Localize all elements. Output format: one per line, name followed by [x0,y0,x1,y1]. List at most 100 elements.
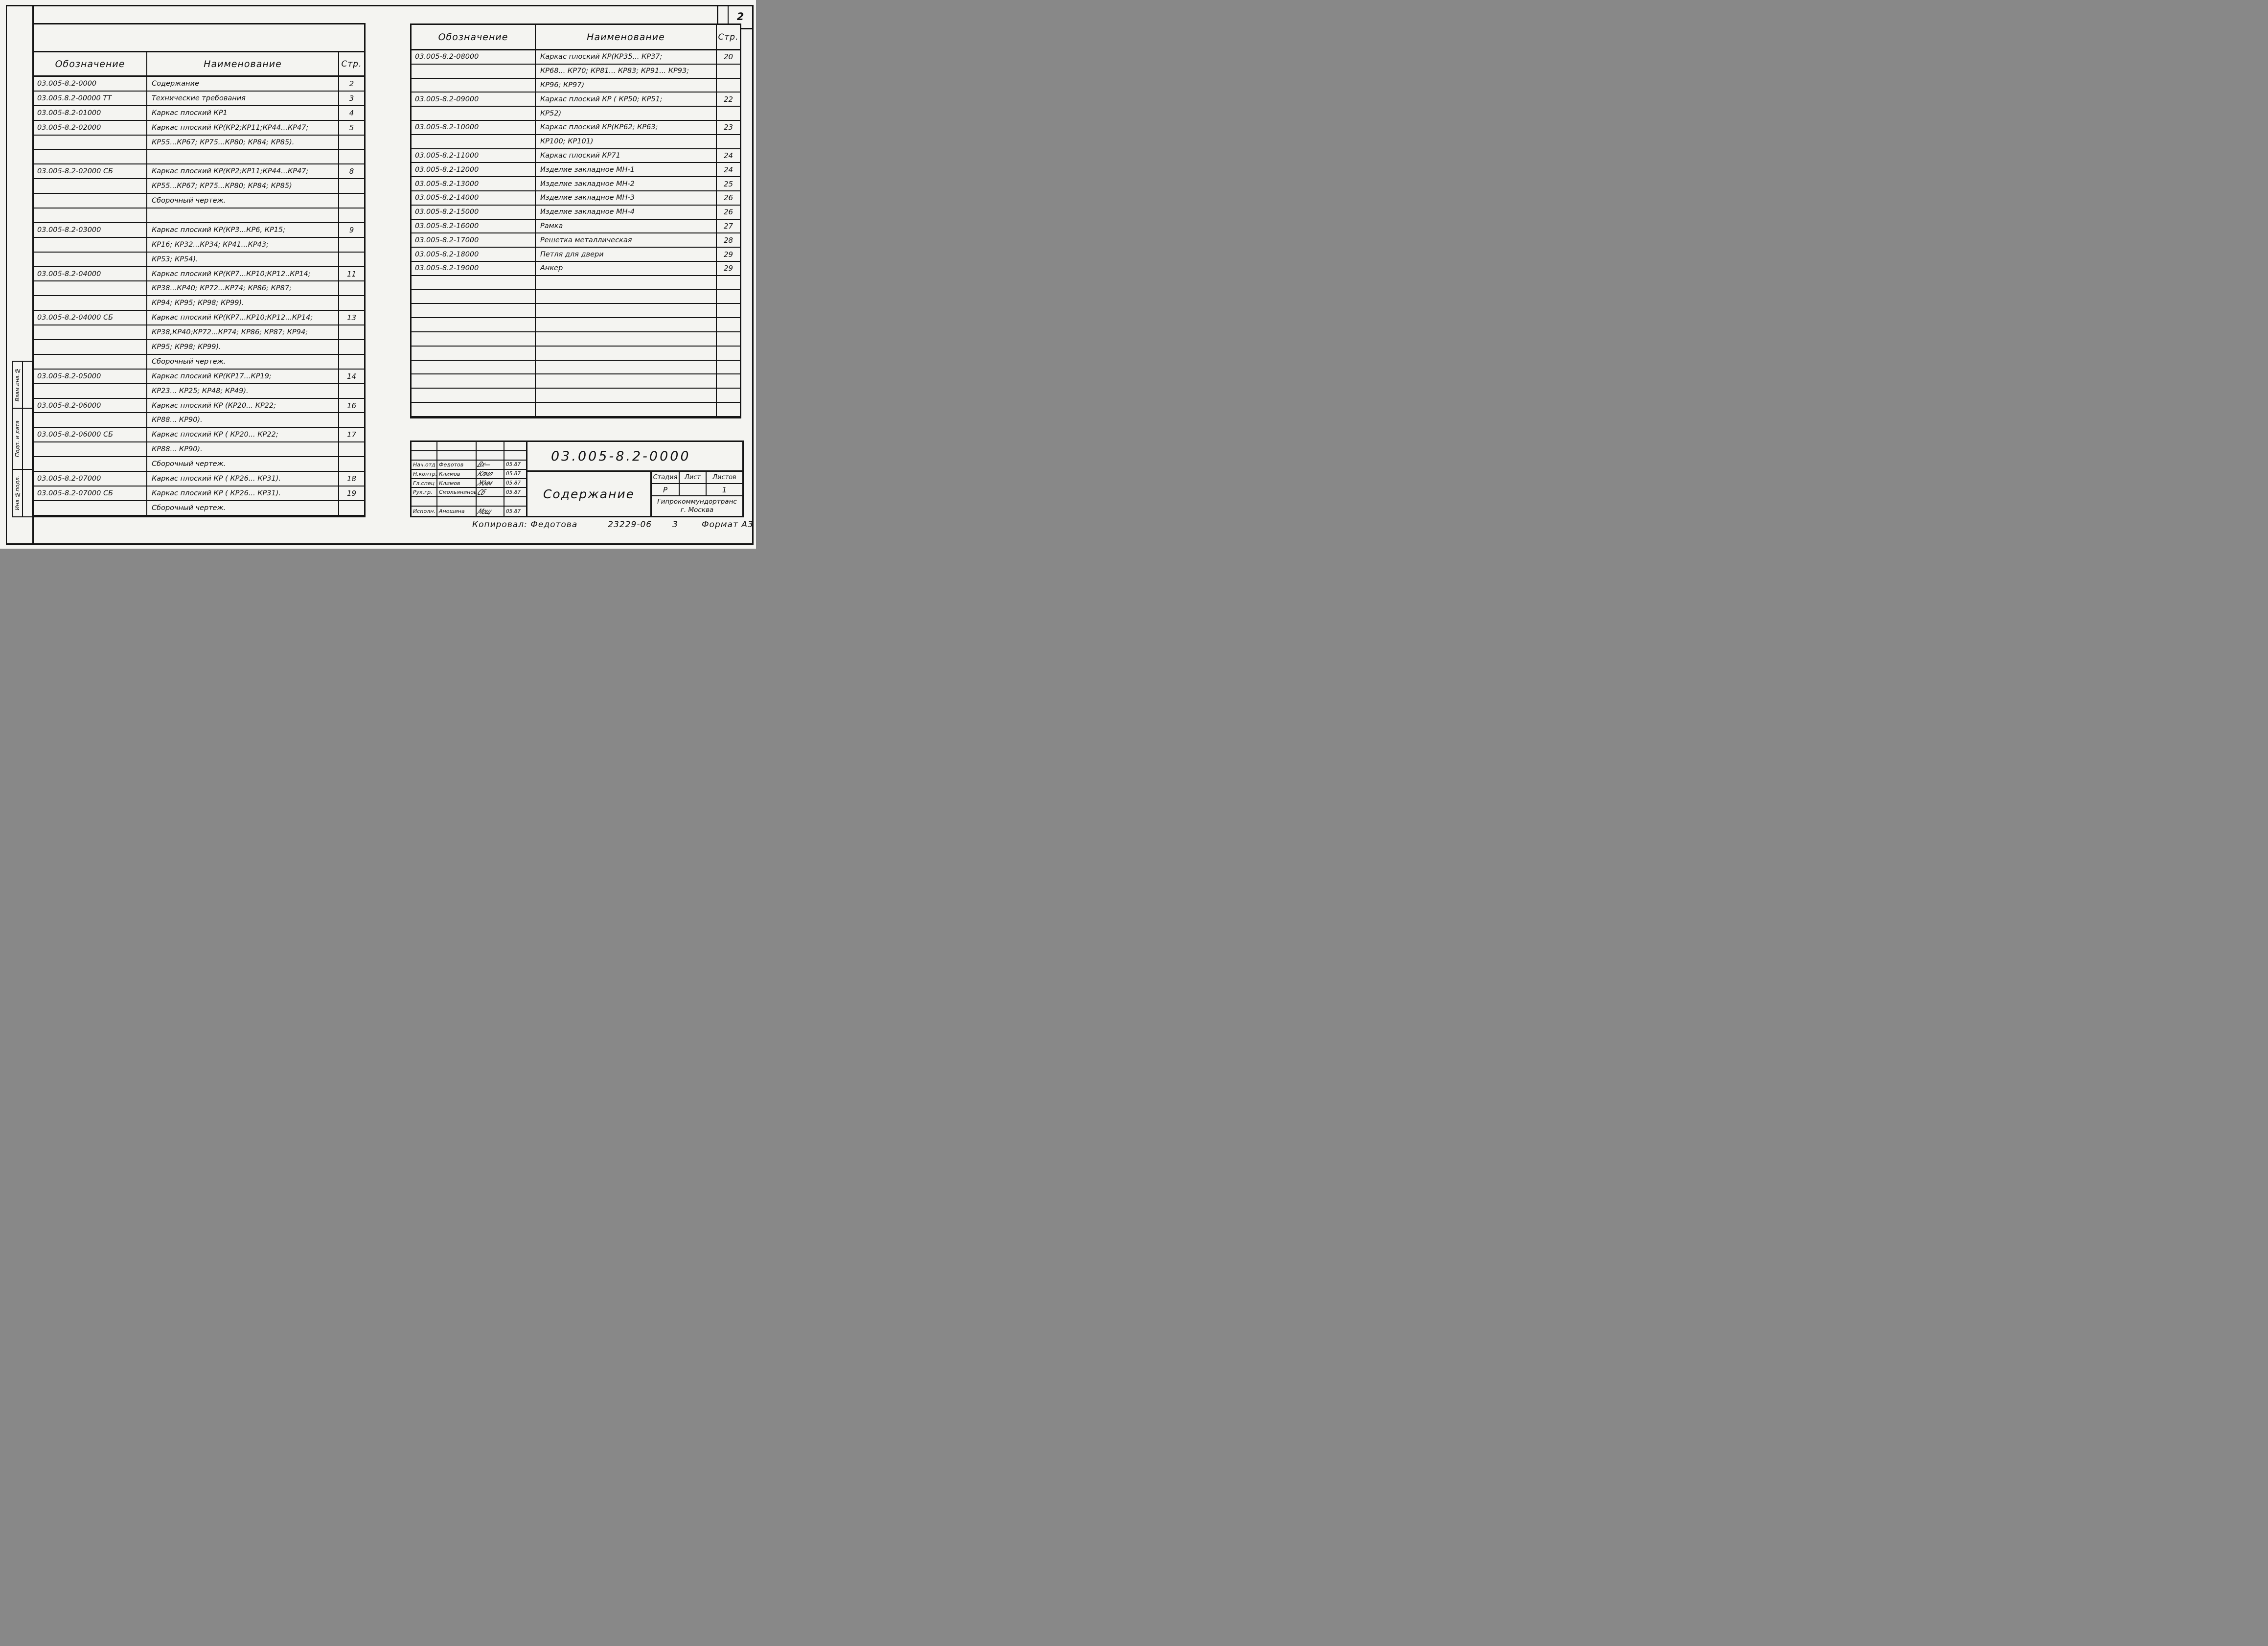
name-cell: Каркас плоский КР ( КР26... КР31). [147,486,339,500]
table-row: КР38,КР40;КР72...КР74; КР86; КР87; КР94; [34,325,364,341]
name-cell [536,318,717,331]
signature-name: Смольянинова [437,488,477,497]
table-row: 03.005-8.2-16000 Рамка 27 [412,219,740,234]
page-cell: 11 [346,269,357,278]
name-cell: КР96; КР97) [536,78,717,92]
page-cell [339,442,364,456]
table-row: КР55...КР67; КР75...КР80; КР84; КР85). [34,135,364,150]
page-cell [339,194,364,208]
page-cell: 28 [723,235,733,245]
table-row: 03.005-8.2-09000 Каркас плоский КР ( КР5… [412,93,740,107]
table-row: 03.005-8.2-03000 Каркас плоский КР(КР3..… [34,223,364,238]
page-cell [717,403,740,416]
designation-cell: 03.005-8.2-07000 [34,472,147,486]
table-row [412,360,740,375]
name-cell: КР38,КР40;КР72...КР74; КР86; КР87; КР94; [147,325,339,340]
signature-scribble: Вх— [477,460,504,469]
table-row: КР88... КР90). [34,413,364,428]
signature-role: Н.контр. [412,469,437,478]
signature-date [504,442,523,450]
table-row [412,346,740,361]
designation-cell [34,501,147,515]
stage-label: Стадия [652,472,680,483]
page-cell [339,384,364,398]
table-row: КР100; КР101) [412,135,740,149]
name-cell: КР55...КР67; КР75...КР80; КР84; КР85). [147,135,339,149]
designation-cell: 03.005-8.2-16000 [412,219,536,233]
designation-cell [34,296,147,310]
table-header-row: Обозначение Наименование Стр. [34,52,364,77]
designation-cell: 03.005.8.2-00000 ТТ [34,91,147,105]
stage-sheet-block: Стадия Лист Листов Р 1 Гипрокоммундортра… [652,472,742,516]
designation-cell [34,179,147,193]
designation-cell [34,457,147,471]
table-row: 03.005-8.2-13000 Изделие закладное МН-2 … [412,177,740,191]
name-cell: Каркас плоский КР(КР2;КР11;КР44...КР47; [147,164,339,179]
table-row: 03.005-8.2-01000 Каркас плоский КР1 4 [34,106,364,121]
page-cell: 23 [723,123,733,132]
page-cell: 27 [723,221,733,231]
name-cell: КР53; КР54). [147,252,339,266]
designation-cell: 03.005-8.2-13000 [412,177,536,190]
table-row: 03.005-8.2-14000 Изделие закладное МН-3 … [412,191,740,206]
title-block: Нач.отд Федотов Вх— 05.87 Н.контр. Климо… [410,440,744,517]
page-cell [339,281,364,295]
designation-cell [34,340,147,354]
name-cell: Каркас плоский КР(КР62; КР63; [536,120,717,134]
table-row: КР68... КР70; КР81... КР83; КР91... КР93… [412,64,740,79]
page-cell [717,107,740,120]
designation-cell [412,360,536,374]
designation-cell [34,325,147,340]
table-row: 03.005-8.2-08000 Каркас плоский КР(КР35.… [412,50,740,65]
signature-name: Аношина [437,507,477,516]
stamp-label: Инв.№подл. [13,470,23,516]
page-cell: 24 [723,165,733,174]
page-cell [717,290,740,303]
header-designation: Обозначение [34,52,147,75]
frame-left-outer-line [6,5,7,545]
signature-row [412,442,526,451]
table-row: 03.005-8.2-02000 Каркас плоский КР(КР2;К… [34,120,364,136]
designation-cell [34,442,147,457]
name-cell: КР68... КР70; КР81... КР83; КР91... КР93… [536,64,717,78]
name-cell [536,332,717,346]
table-row: КР52) [412,107,740,121]
name-cell [536,346,717,360]
signature-name [437,497,477,506]
table-row: КР16; КР32...КР34; КР41...КР43; [34,237,364,253]
name-cell: Изделие закладное МН-1 [536,163,717,177]
page-cell: 13 [346,313,357,323]
table-row: КР94; КР95; КР98; КР99). [34,296,364,311]
organization-cell: Гипрокоммундортранс г. Москва [652,496,742,516]
name-cell: Каркас плоский КР(КР35... КР37; [536,50,717,64]
signature-row: Исполн. Аношина Мощ 05.87 [412,507,526,516]
designation-cell: 03.005-8.2-02000 СБ [34,164,147,179]
page-cell [717,276,740,289]
table-row: 03.005-8.2-15000 Изделие закладное МН-4 … [412,205,740,220]
designation-cell [34,281,147,296]
designation-cell: 03.005-8.2-01000 [34,106,147,120]
designation-cell [412,389,536,402]
signature-role [412,451,437,460]
table-row: КР88... КР90). [34,442,364,458]
signature-row: Н.контр. Климов Клмл 05.87 [412,469,526,479]
signature-row: Гл.спец Климов Жмм 05.87 [412,479,526,488]
designation-cell: 03.005-8.2-05000 [34,369,147,383]
table-row [412,304,740,319]
document-title: Содержание [527,472,652,516]
name-cell: КР94; КР95; КР98; КР99). [147,296,339,310]
header-designation: Обозначение [412,25,536,49]
designation-cell [412,276,536,289]
page-cell: 16 [346,401,357,410]
name-cell [147,150,339,164]
page-cell: 14 [346,371,357,381]
signature-date: 05.87 [506,480,521,486]
sheets-label: Листов [712,474,736,481]
designation-cell [412,402,536,416]
table-row: 03.005.8.2-00000 ТТ Технические требован… [34,91,364,106]
page-cell [717,318,740,331]
name-cell [536,389,717,402]
page-cell [339,355,364,369]
designation-cell [34,413,147,427]
page-cell [717,79,740,92]
